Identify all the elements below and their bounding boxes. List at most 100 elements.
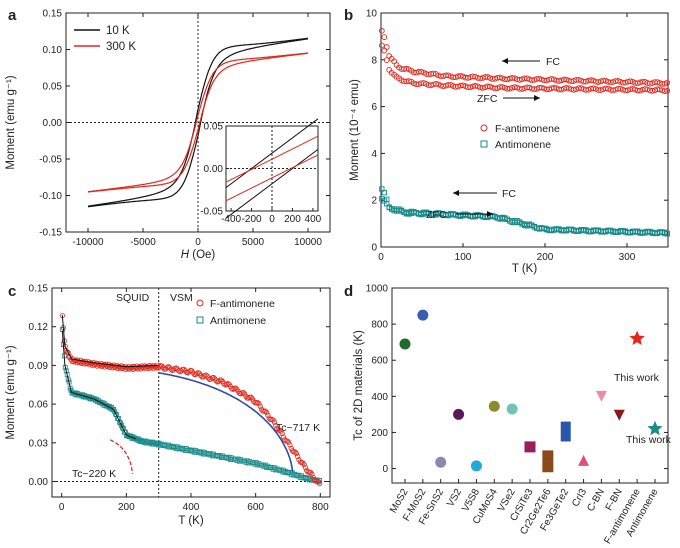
data-point-f-antimonene-fc — [452, 74, 459, 81]
data-point-antimonene-zfc — [664, 230, 670, 237]
data-point-f-antimonene — [280, 434, 287, 440]
data-point-f-antimonene — [317, 481, 323, 487]
data-point-f-antimonene — [198, 372, 204, 378]
data-point-f-antimonene-zfc — [467, 84, 474, 91]
data-point-f-antimonene-fc — [556, 78, 562, 84]
data-point-f-antimonene — [216, 378, 222, 384]
data-point-f-antimonene — [301, 462, 307, 468]
data-point-f-antimonene-fc — [575, 76, 582, 83]
axes-b-ytick-label: 0 — [371, 243, 377, 254]
y-axis-label: Moment (10⁻⁴ emu) — [349, 79, 361, 181]
legend-swatch — [480, 140, 488, 148]
legend-label: Antimonene — [495, 139, 551, 151]
data-point-f-antimonene-fc — [639, 78, 646, 85]
axes-c-ytick-label: 0.06 — [29, 400, 49, 411]
marker-v5s8 — [470, 460, 482, 472]
data-point-f-antimonene — [203, 372, 209, 378]
data-point-f-antimonene-fc — [634, 80, 641, 87]
data-point-f-antimonene — [284, 438, 290, 444]
data-point-f-antimonene — [178, 368, 184, 374]
annotation-fc-top: FC — [546, 56, 560, 68]
tc-label-717: Tc~717 K — [276, 422, 320, 434]
data-point-f-antimonene — [181, 366, 187, 372]
axes-d-ytick-label: 0 — [382, 464, 388, 475]
data-point-f-antimonene-zfc — [420, 80, 427, 86]
marker-cumos4 — [488, 400, 500, 412]
marker-vs2 — [453, 408, 465, 420]
axes-c-ytick-label: 0.03 — [29, 438, 49, 449]
category-label: C-BN — [585, 487, 607, 514]
data-point-f-antimonene — [262, 408, 268, 414]
data-point-f-antimonene — [173, 365, 179, 371]
data-point-f-antimonene-zfc — [406, 78, 412, 84]
axes-d-ytick-label: 1000 — [366, 284, 389, 295]
data-point-f-antimonene-zfc — [538, 84, 545, 91]
inset-ytick-label: -0.05 — [200, 207, 223, 218]
y-axis-label: Tc of 2D materials (K) — [353, 330, 365, 441]
data-point-f-antimonene — [256, 401, 262, 407]
data-point-f-antimonene — [218, 377, 224, 383]
axes-c-ytick-label: 0.00 — [29, 477, 49, 488]
axes-b-xtick-label: 0 — [378, 252, 384, 263]
data-point-f-antimonene-zfc — [472, 82, 479, 89]
legend-label: 10 K — [106, 25, 130, 37]
data-point-f-antimonene — [240, 390, 246, 396]
y-axis-label: Moment (emu g⁻¹) — [5, 75, 17, 169]
panel-letter: d — [344, 283, 353, 300]
data-point-f-antimonene-zfc — [428, 82, 434, 89]
legend-label: F-antimonene — [210, 298, 275, 310]
data-point-f-antimonene — [286, 439, 292, 445]
inset-xtick-label: 400 — [305, 214, 322, 225]
data-point-f-antimonene-fc — [430, 70, 437, 77]
data-point-f-antimonene-zfc — [499, 84, 506, 90]
marker-crsite3 — [524, 441, 536, 453]
data-point-f-antimonene-fc — [664, 79, 671, 86]
arrow-zfc-top-head — [534, 95, 540, 101]
data-point-f-antimonene-zfc — [661, 88, 668, 94]
data-point-f-antimonene — [289, 448, 296, 454]
inset-branch — [225, 148, 319, 219]
marker-cr2ge2te6 — [542, 461, 554, 473]
data-point-f-antimonene-zfc — [664, 87, 671, 94]
data-point-f-antimonene — [279, 430, 285, 437]
axes-c-xtick-label: 400 — [183, 502, 200, 513]
data-point-f-antimonene-fc — [497, 74, 503, 81]
legend-swatch — [480, 124, 488, 132]
data-point-f-antimonene-zfc — [381, 47, 388, 54]
data-point-f-antimonene-zfc — [460, 82, 466, 89]
data-point-antimonene — [257, 462, 263, 468]
axes-a-xtick-label: 0 — [195, 237, 201, 248]
data-point-f-antimonene-fc — [595, 79, 602, 85]
marker-c-bn — [595, 390, 607, 402]
marker-f-mos2 — [417, 309, 429, 321]
data-point-f-antimonene-fc — [418, 68, 425, 75]
axes-c-xtick-label: 600 — [247, 502, 264, 513]
axes-b-xtick-label: 300 — [619, 252, 636, 263]
marker-f-antimonene — [629, 330, 645, 345]
data-point-f-antimonene-zfc — [629, 85, 636, 92]
data-point-f-antimonene-zfc — [610, 87, 616, 94]
arrow-fc-top-head — [502, 58, 508, 64]
data-point-f-antimonene-zfc — [590, 85, 597, 92]
axes-d-frame — [391, 287, 669, 484]
data-point-f-antimonene — [186, 369, 192, 375]
panel-c: c 0.00 0.03 0.06 0.09 0.12 0.15 0 200 400 600 800 T … — [5, 283, 331, 527]
annotation-fc-bottom: FC — [502, 188, 516, 200]
axes-b-xtick-label: 100 — [455, 252, 472, 263]
data-point-f-antimonene-fc — [469, 73, 476, 80]
data-point-f-antimonene — [309, 471, 315, 477]
inset-xtick-label: 0 — [269, 214, 275, 225]
panel-letter: c — [8, 283, 16, 300]
data-point-f-antimonene-zfc — [597, 87, 604, 93]
data-point-f-antimonene — [208, 376, 214, 382]
data-point-f-antimonene — [282, 437, 288, 443]
data-point-f-antimonene-fc — [403, 65, 410, 72]
data-point-antimonene-fc — [381, 189, 387, 196]
fit-curve-tc-717 — [158, 372, 294, 472]
data-point-f-antimonene-fc — [647, 80, 653, 87]
arrow-zfc-bottom-head — [487, 211, 493, 217]
data-point-f-antimonene-fc — [504, 76, 511, 83]
axes-a-ytick-label: -0.10 — [39, 191, 62, 202]
inset-xtick-label: -200 — [242, 214, 262, 225]
data-point-f-antimonene-zfc — [531, 86, 538, 93]
